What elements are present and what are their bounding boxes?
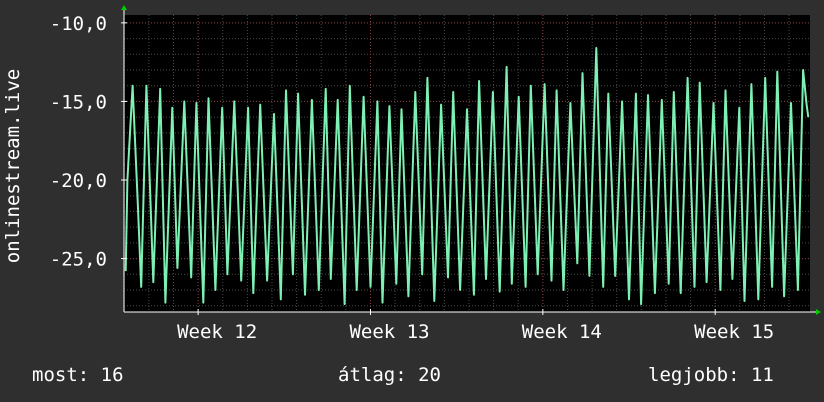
x-tick-labels: Week 12 Week 13 Week 14 Week 15 (177, 321, 774, 343)
y-axis-label: onlinestream.live (2, 69, 24, 263)
y-axis-arrow (121, 5, 127, 10)
x-axis-arrow (816, 309, 821, 315)
x-tick-label: Week 13 (349, 321, 429, 343)
x-tick-label: Week 14 (522, 321, 602, 343)
y-tick-label: -15,0 (50, 91, 107, 113)
major-gridlines (124, 15, 810, 312)
stat-max: legjobb: 11 (648, 364, 774, 386)
y-tick-label: -10,0 (50, 13, 107, 35)
y-tick-label: -25,0 (50, 249, 107, 271)
stat-current: most: 16 (32, 364, 124, 386)
series-line (124, 47, 810, 306)
series (124, 47, 810, 306)
x-tick-label: Week 15 (694, 321, 774, 343)
y-tick-label: -20,0 (50, 170, 107, 192)
stat-average: átlag: 20 (338, 364, 441, 386)
x-tick-label: Week 12 (177, 321, 257, 343)
y-tick-labels: -10,0 -15,0 -20,0 -25,0 (50, 13, 107, 271)
axes (121, 5, 821, 315)
